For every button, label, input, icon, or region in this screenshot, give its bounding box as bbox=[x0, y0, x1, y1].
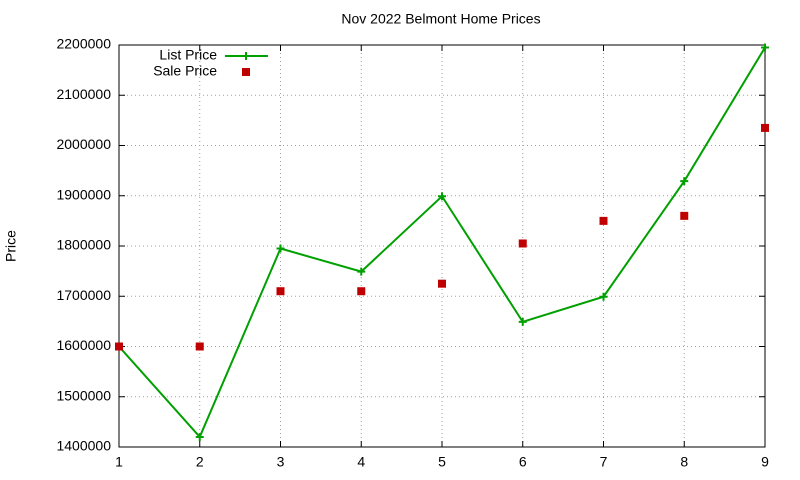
data-point bbox=[357, 267, 366, 276]
y-tick-label: 2100000 bbox=[56, 86, 111, 102]
y-axis-label: Price bbox=[3, 230, 19, 262]
legend-marker bbox=[242, 52, 250, 60]
data-point bbox=[276, 244, 285, 253]
x-tick-label: 5 bbox=[438, 454, 446, 470]
data-point bbox=[680, 211, 689, 220]
data-point bbox=[438, 192, 446, 201]
y-tick-label: 1600000 bbox=[56, 337, 111, 353]
x-tick-label: 3 bbox=[277, 454, 285, 470]
x-tick-label: 7 bbox=[600, 454, 608, 470]
x-tick-label: 9 bbox=[761, 454, 769, 470]
plot-frame bbox=[118, 44, 766, 448]
data-point bbox=[195, 342, 204, 351]
x-tick-label: 4 bbox=[357, 454, 365, 470]
data-point bbox=[276, 287, 285, 296]
data-point bbox=[438, 279, 446, 288]
y-tick-label: 1700000 bbox=[56, 287, 111, 303]
legend-label: Sale Price bbox=[153, 63, 217, 79]
legend-label: List Price bbox=[159, 47, 217, 63]
y-tick-label: 2200000 bbox=[56, 36, 111, 52]
data-point bbox=[518, 239, 527, 248]
x-tick-label: 6 bbox=[519, 454, 527, 470]
y-tick-label: 1400000 bbox=[56, 438, 111, 454]
data-point bbox=[680, 177, 689, 186]
y-tick-label: 1500000 bbox=[56, 387, 111, 403]
data-point bbox=[599, 292, 608, 301]
x-tick-label: 1 bbox=[115, 454, 123, 470]
y-tick-label: 1800000 bbox=[56, 237, 111, 253]
data-point bbox=[115, 342, 123, 351]
data-point bbox=[761, 43, 769, 52]
data-point bbox=[195, 432, 204, 441]
data-point bbox=[761, 123, 769, 132]
legend-marker bbox=[242, 68, 250, 76]
y-tick-label: 2000000 bbox=[56, 136, 111, 152]
data-point bbox=[518, 317, 527, 326]
x-tick-label: 2 bbox=[196, 454, 204, 470]
y-tick-label: 1900000 bbox=[56, 186, 111, 202]
x-tick-label: 8 bbox=[680, 454, 688, 470]
data-point bbox=[599, 216, 608, 225]
data-point bbox=[357, 287, 366, 296]
chart-title: Nov 2022 Belmont Home Prices bbox=[341, 11, 540, 27]
